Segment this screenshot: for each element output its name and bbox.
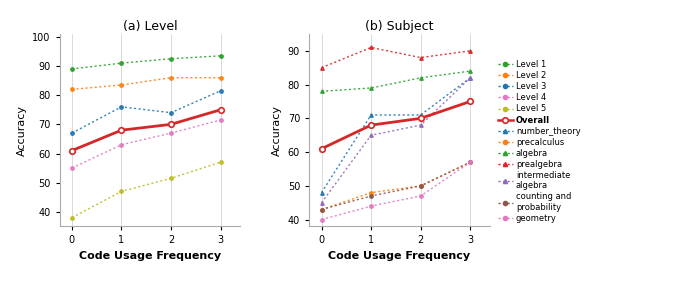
Title: (a) Level: (a) Level — [122, 20, 177, 33]
X-axis label: Code Usage Frequency: Code Usage Frequency — [328, 251, 470, 261]
Y-axis label: Accuracy: Accuracy — [17, 105, 27, 156]
Legend: Level 1, Level 2, Level 3, Level 4, Level 5, Overall, number_theory, precalculus: Level 1, Level 2, Level 3, Level 4, Leve… — [498, 60, 581, 223]
X-axis label: Code Usage Frequency: Code Usage Frequency — [79, 251, 221, 261]
Title: (b) Subject: (b) Subject — [365, 20, 434, 33]
Y-axis label: Accuracy: Accuracy — [272, 105, 282, 156]
